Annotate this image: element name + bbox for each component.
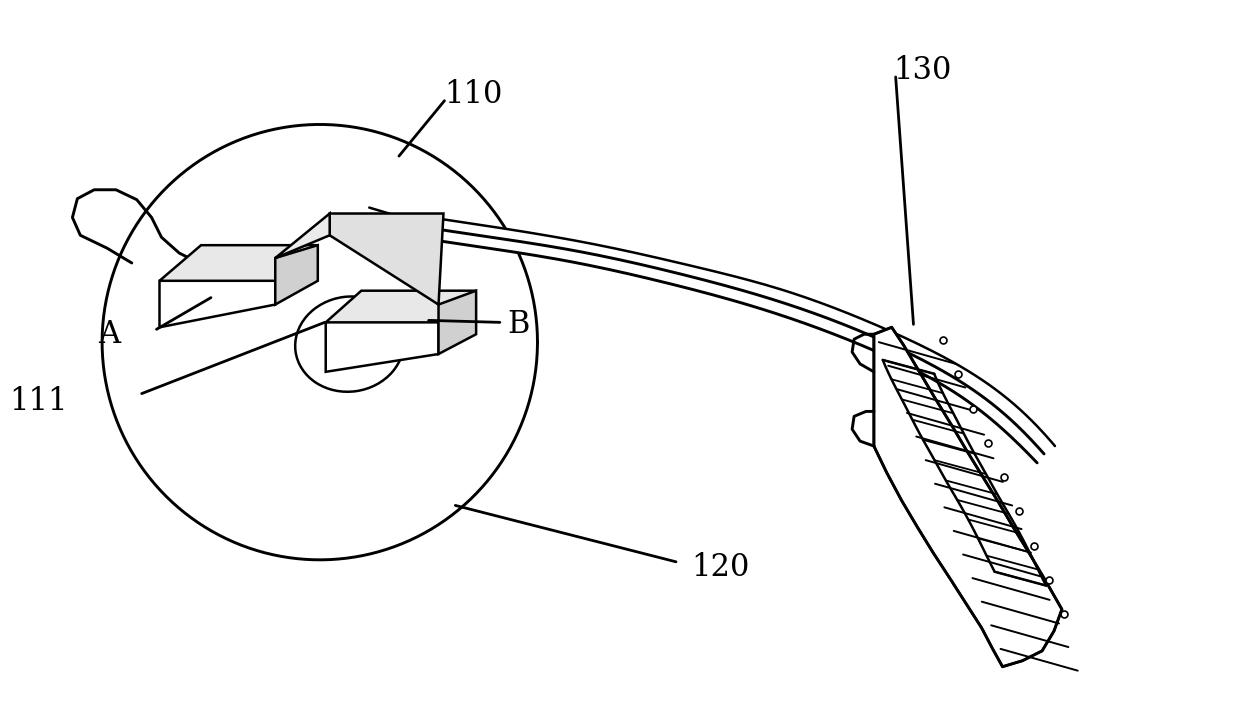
Polygon shape [275, 245, 317, 305]
Text: 130: 130 [894, 55, 952, 85]
Text: 120: 120 [691, 553, 749, 583]
Text: B: B [508, 309, 531, 340]
Polygon shape [160, 245, 317, 281]
Text: 110: 110 [444, 79, 503, 110]
Polygon shape [874, 328, 1061, 666]
Polygon shape [326, 290, 476, 323]
Polygon shape [397, 216, 1055, 463]
Polygon shape [102, 125, 537, 560]
Polygon shape [160, 258, 275, 328]
Ellipse shape [295, 296, 404, 392]
Text: A: A [98, 319, 120, 350]
Text: 111: 111 [9, 386, 67, 417]
Polygon shape [330, 214, 444, 305]
Polygon shape [439, 290, 476, 354]
Polygon shape [326, 305, 439, 372]
Polygon shape [275, 214, 330, 258]
